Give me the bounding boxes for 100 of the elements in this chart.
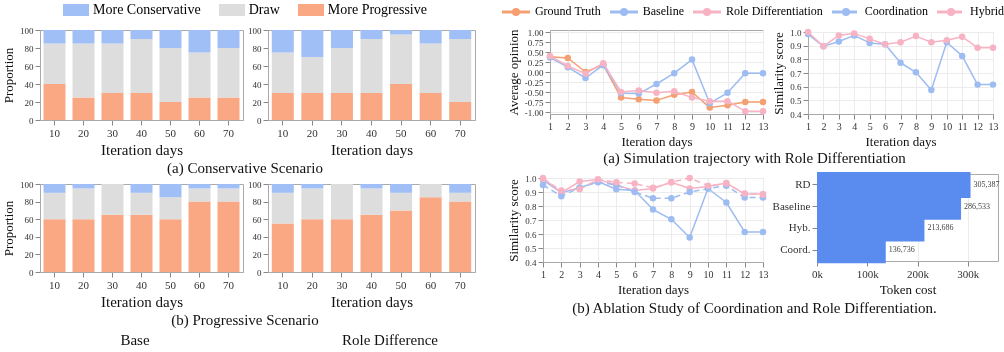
x-tick-label: 4: [852, 120, 858, 132]
y-tick-label: 60: [24, 214, 34, 225]
y-tick-label: RD: [795, 177, 811, 190]
y-tick-label: 0.6: [525, 229, 537, 240]
y-tick-label: 80: [24, 43, 34, 54]
text: (a) Conservative Scenario: [166, 160, 324, 177]
x-tick-label: 40: [136, 278, 148, 291]
x-tick-label: 12: [740, 120, 751, 132]
x-tick-label: 40: [366, 126, 378, 139]
x-tick-label: 5: [867, 120, 873, 132]
x-tick-label: 10: [49, 126, 61, 139]
legend-label: Draw: [248, 2, 280, 18]
x-tick-label: 4: [596, 268, 601, 280]
y-tick-label: 100: [248, 25, 262, 36]
x-tick-label: 11: [722, 268, 732, 280]
y-tick-label: 40: [252, 79, 262, 90]
y-tick-label: 1.0: [790, 27, 802, 38]
x-tick-label: 12: [740, 268, 751, 280]
y-tick-label: 20: [24, 249, 34, 260]
x-tick-label: 9: [690, 120, 695, 132]
x-tick-label: 100k: [856, 267, 880, 280]
x-tick-label: 30: [336, 278, 348, 291]
y-tick-label: 0.5: [525, 243, 537, 254]
x-tick-label: 2: [559, 268, 565, 280]
x-tick-label: 11: [957, 120, 968, 132]
x-tick-label: 5: [619, 120, 624, 132]
y-tick-label: 0.7: [525, 215, 537, 226]
x-tick-label: 50: [165, 126, 177, 139]
y-tick-label: -0.75: [524, 97, 544, 108]
y-tick-label: 0: [29, 267, 34, 278]
text: (b) Progressive Scenario: [170, 312, 320, 329]
y-tick-label: 0.8: [525, 201, 537, 212]
y-tick-label: 0.7: [790, 68, 802, 79]
x-tick-label: 6: [632, 268, 638, 280]
y-tick-label: 0.4: [525, 257, 537, 268]
y-tick-label: 100: [20, 25, 34, 36]
x-tick-label: 7: [651, 268, 656, 280]
x-tick-label: 60: [194, 126, 206, 139]
x-tick-label: 5: [614, 268, 620, 280]
text: Role Difference: [341, 332, 439, 349]
x-tick-label: 40: [136, 126, 148, 139]
x-tick-label: 4: [601, 120, 607, 132]
legend-label: More Progressive: [327, 2, 427, 18]
x-tick-label: 10: [277, 278, 289, 291]
y-tick-label: 0: [29, 115, 34, 126]
y-tick-label: 0.00: [527, 67, 544, 78]
y-tick-label: 40: [24, 232, 34, 243]
x-tick-label: 6: [883, 120, 889, 132]
x-tick-label: 50: [395, 126, 408, 139]
x-tick-label: 8: [913, 120, 919, 132]
legend-label: Ground Truth: [534, 4, 601, 19]
y-tick-label: -0.50: [524, 87, 544, 98]
x-tick-label: 2: [821, 120, 827, 132]
x-tick-label: 70: [454, 278, 467, 291]
y-tick-label: 100: [248, 179, 262, 190]
y-tick-label: 20: [252, 249, 262, 260]
x-tick-label: 0k: [812, 267, 824, 280]
x-axis-title: Iteration days: [621, 133, 693, 149]
y-tick-label: 0: [257, 115, 262, 126]
y-tick-label: 40: [252, 232, 262, 243]
y-tick-label: 0.4: [790, 109, 802, 120]
data-label: 305,387: [973, 179, 1000, 189]
x-axis-title: Token cost: [879, 281, 937, 297]
x-tick-label: 60: [425, 278, 437, 291]
x-tick-label: 2: [565, 120, 571, 132]
data-label: 136,736: [888, 245, 915, 255]
y-tick-label: 0.50: [527, 47, 544, 58]
y-tick-label: 0: [257, 267, 262, 278]
x-tick-label: 10: [703, 268, 714, 280]
y-tick-label: 0.9: [790, 41, 802, 52]
x-tick-label: 6: [636, 120, 642, 132]
x-axis-title: Iteration days: [617, 281, 690, 297]
y-tick-label: Coord.: [780, 243, 811, 256]
x-tick-label: 3: [583, 120, 589, 132]
x-tick-label: 20: [78, 126, 90, 139]
y-tick-label: 80: [24, 197, 34, 208]
y-tick-label: 0.5: [790, 95, 802, 106]
x-tick-label: 3: [836, 120, 842, 132]
y-tick-label: 20: [24, 97, 34, 108]
y-axis-title: Similarity score: [771, 31, 787, 115]
legend-label: Baseline: [642, 4, 684, 19]
x-tick-label: 13: [758, 268, 769, 280]
y-tick-label: 100: [20, 179, 34, 190]
y-tick-label: 0.75: [527, 37, 544, 48]
y-tick-label: 1.00: [527, 27, 544, 38]
x-tick-label: 7: [898, 120, 904, 132]
x-tick-label: 20: [306, 278, 319, 291]
x-axis-title: Iteration days: [100, 141, 184, 158]
y-tick-label: 0.25: [527, 57, 544, 68]
x-axis-title: Iteration days: [100, 293, 184, 310]
text: Base: [119, 332, 151, 349]
x-tick-label: 50: [165, 278, 177, 291]
x-tick-label: 10: [49, 278, 61, 291]
x-tick-label: 1: [541, 268, 546, 280]
x-tick-label: 10: [942, 120, 953, 132]
y-tick-label: 80: [252, 43, 262, 54]
x-tick-label: 1: [806, 120, 811, 132]
x-tick-label: 10: [705, 120, 716, 132]
x-tick-label: 9: [687, 268, 693, 280]
x-tick-label: 60: [194, 278, 206, 291]
